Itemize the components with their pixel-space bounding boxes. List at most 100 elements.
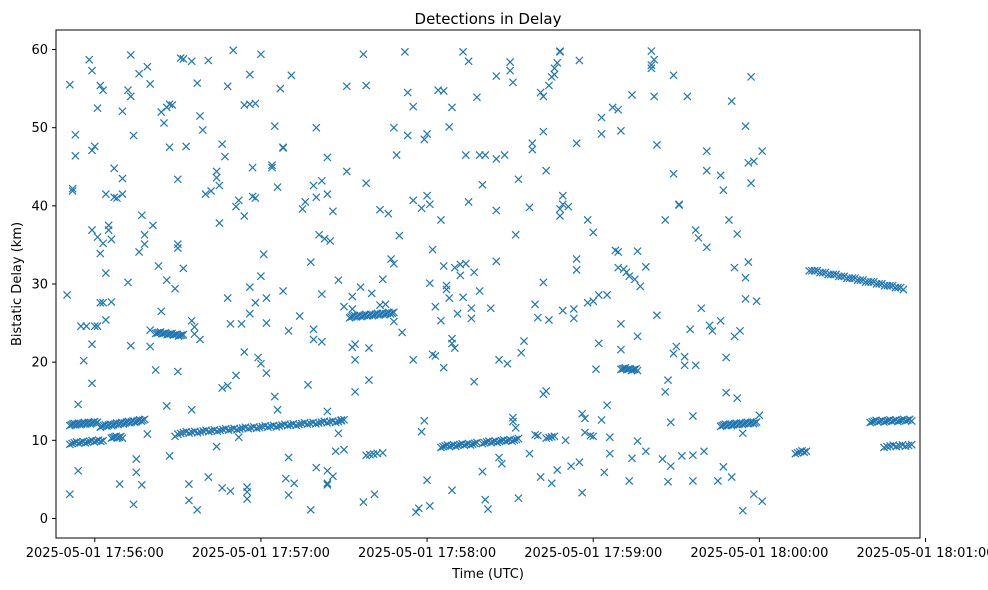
data-point <box>547 479 556 488</box>
track-point <box>547 432 556 441</box>
data-point <box>176 54 185 63</box>
data-point <box>553 58 562 67</box>
data-point <box>298 204 307 213</box>
data-point <box>514 175 523 184</box>
data-point <box>447 339 457 348</box>
data-point <box>436 316 445 325</box>
data-point <box>220 152 229 161</box>
data-point <box>481 495 490 504</box>
data-point <box>135 247 144 256</box>
data-point <box>470 268 479 277</box>
data-point <box>99 86 108 95</box>
data-point <box>514 494 523 503</box>
data-point <box>445 294 454 303</box>
data-point <box>453 309 462 318</box>
data-point <box>544 81 553 90</box>
y-axis-label: Bistatic Delay (km) <box>10 222 25 346</box>
data-point <box>758 147 767 156</box>
data-point <box>126 50 135 60</box>
track-point <box>901 442 910 451</box>
data-point <box>403 131 412 140</box>
data-point <box>544 315 553 324</box>
track-point <box>791 449 800 458</box>
data-point <box>483 505 493 514</box>
data-point <box>364 344 373 353</box>
data-point <box>567 462 576 471</box>
data-point <box>403 88 412 97</box>
data-point <box>99 239 108 248</box>
data-point <box>99 298 108 307</box>
data-point <box>705 321 714 330</box>
data-point <box>339 445 349 454</box>
data-point <box>495 453 504 462</box>
track-point <box>856 276 865 285</box>
data-point <box>688 451 697 460</box>
data-point <box>691 226 700 235</box>
data-point <box>279 287 288 296</box>
data-point <box>688 476 697 485</box>
track-point <box>339 415 349 424</box>
data-point <box>467 304 476 313</box>
data-point <box>727 473 736 482</box>
track-point <box>510 436 519 445</box>
data-point <box>295 312 304 321</box>
data-point <box>132 455 141 464</box>
data-point <box>204 56 213 65</box>
data-point <box>212 442 221 451</box>
track-point <box>486 438 495 447</box>
data-point <box>256 359 265 368</box>
data-point <box>614 247 623 256</box>
y-tick-label: 30 <box>31 278 48 293</box>
data-point <box>722 353 731 362</box>
chart-title: Detections in Delay <box>415 10 562 28</box>
data-point <box>356 283 365 292</box>
data-point <box>309 181 318 190</box>
data-point <box>594 339 603 348</box>
data-point <box>650 55 659 64</box>
track-point <box>512 435 521 444</box>
data-point <box>497 459 506 468</box>
data-point <box>348 292 357 301</box>
plot-area <box>55 29 921 539</box>
data-point <box>254 353 263 362</box>
data-point <box>204 473 213 482</box>
track-point <box>196 427 205 436</box>
axis-ticks: 0 10 20 30 40 50 60 2025-05-01 17:56:00 2025-05-… <box>26 43 988 561</box>
data-point <box>389 259 398 268</box>
data-point <box>572 265 581 274</box>
data-point <box>464 57 473 66</box>
x-tick-label: 2025-05-01 17:57:00 <box>192 546 330 561</box>
data-point <box>647 47 656 56</box>
data-point <box>702 147 711 156</box>
data-point <box>270 122 279 131</box>
data-point <box>702 166 711 175</box>
data-point <box>218 483 227 493</box>
data-point <box>486 304 495 313</box>
track-point <box>263 423 272 432</box>
data-point <box>492 206 501 215</box>
data-point <box>586 431 595 440</box>
track-point <box>303 420 312 429</box>
data-point <box>259 250 268 259</box>
data-point <box>303 380 313 389</box>
data-point <box>226 487 235 496</box>
data-point <box>536 88 545 97</box>
data-point <box>218 383 227 392</box>
data-point <box>694 233 703 242</box>
data-point <box>600 468 609 477</box>
data-point <box>171 284 180 293</box>
data-point <box>633 247 642 256</box>
data-point <box>82 322 91 331</box>
data-point <box>625 476 634 485</box>
data-point <box>539 278 548 287</box>
data-point <box>724 215 733 224</box>
data-point <box>688 412 697 421</box>
data-point <box>129 131 138 140</box>
data-point <box>284 453 293 462</box>
data-point <box>517 348 526 357</box>
data-point <box>226 319 235 328</box>
data-point <box>367 289 376 298</box>
data-point <box>93 322 102 331</box>
data-point <box>702 243 711 252</box>
data-point <box>126 92 135 101</box>
